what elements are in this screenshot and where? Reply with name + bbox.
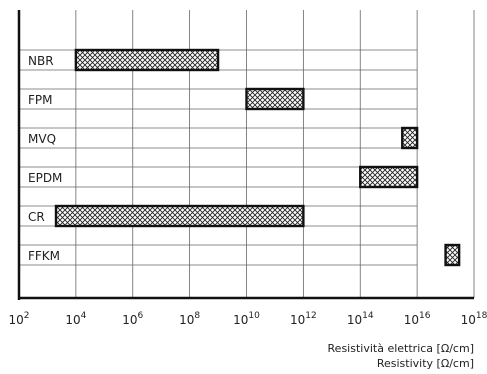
x-tick-label: 106 (122, 311, 143, 327)
range-bar-fpm (245, 87, 305, 111)
x-tick-label: 1016 (404, 311, 431, 327)
x-tick-label: 1018 (461, 311, 487, 327)
x-tick-label: 104 (65, 311, 86, 327)
category-label: MVQ (28, 132, 56, 146)
range-bars: NBR FPM MVQ EPDM CR FFKM (28, 48, 461, 267)
x-tick-label: 108 (179, 311, 200, 327)
x-tick-label: 1010 (233, 311, 260, 327)
range-bar-cr (54, 204, 305, 228)
axes (17, 10, 474, 300)
range-bar-mvq (401, 126, 419, 150)
category-label: FPM (28, 93, 53, 107)
x-tick-label: 1014 (347, 311, 374, 327)
x-tick-labels: 102 104 106 108 1010 1012 1014 1016 1018 (8, 311, 487, 327)
range-bar-ffkm (444, 243, 461, 267)
category-label: EPDM (28, 171, 62, 185)
range-bar-epdm (359, 165, 419, 189)
x-axis-title: Resistività elettrica [Ω/cm] (328, 342, 474, 355)
range-bar-nbr (74, 48, 220, 72)
category-label: FFKM (28, 249, 60, 263)
x-tick-label: 102 (8, 311, 29, 327)
x-axis-title-en: Resistivity [Ω/cm] (377, 357, 474, 370)
category-label: NBR (28, 54, 54, 68)
x-tick-label: 1012 (290, 311, 317, 327)
category-label: CR (28, 210, 45, 224)
